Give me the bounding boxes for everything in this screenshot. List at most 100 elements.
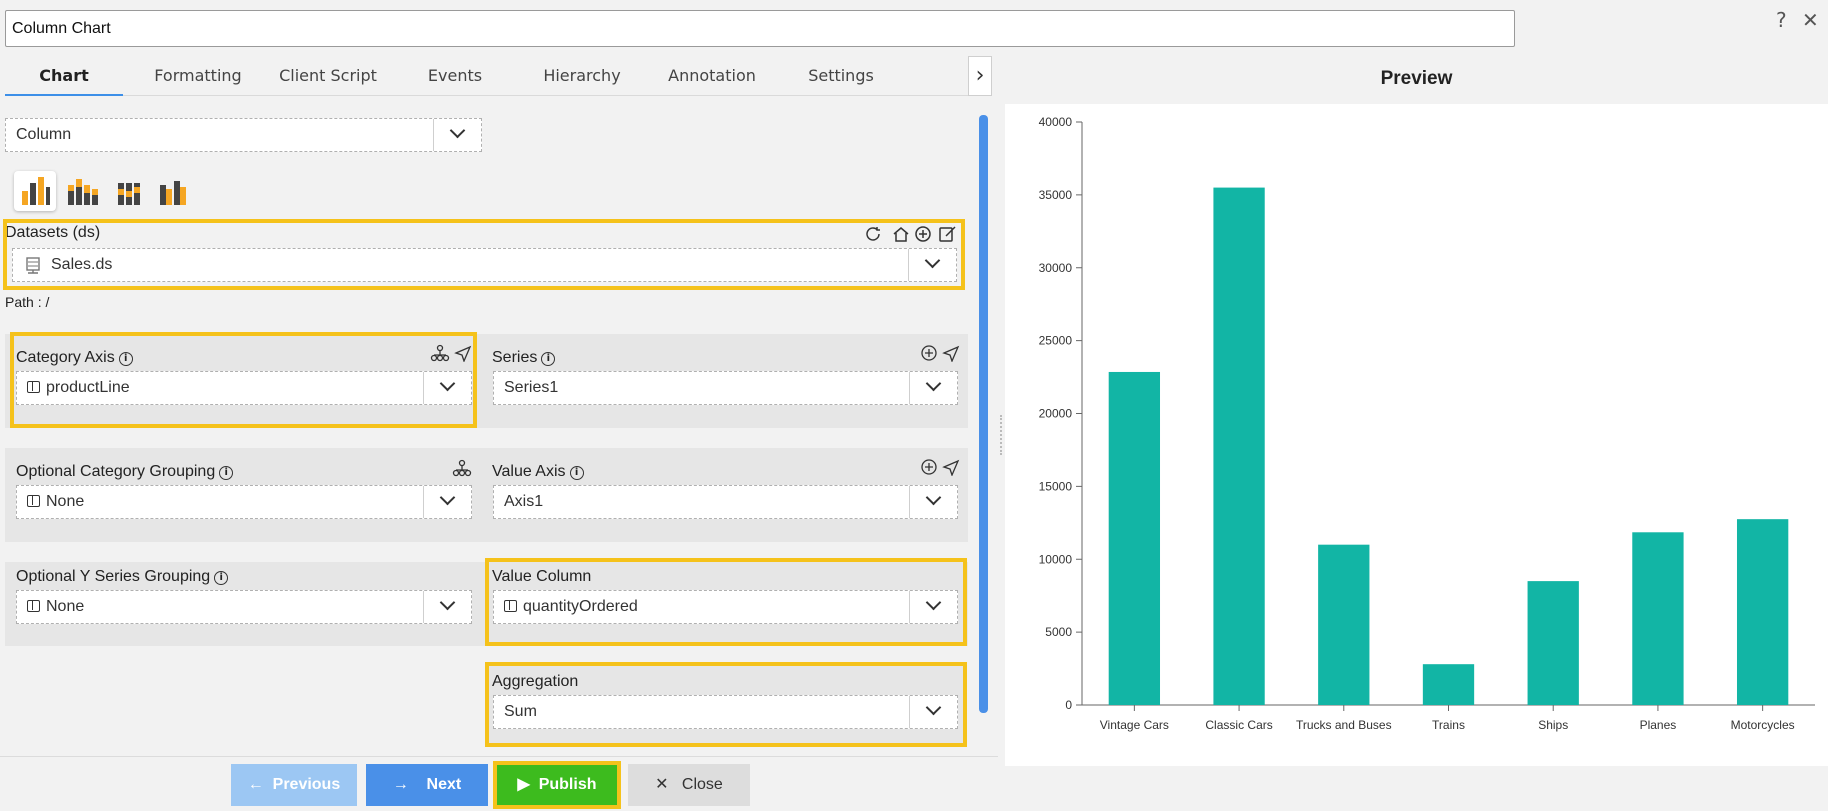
publish-button[interactable]: ▶ Publish — [496, 764, 618, 806]
previous-button[interactable]: ← Previous — [231, 764, 357, 806]
splitter-handle[interactable] — [1000, 415, 1004, 455]
y-tick-label: 0 — [1065, 698, 1072, 712]
arrow-right-icon: → — [392, 776, 427, 793]
x-tick-label: Vintage Cars — [1100, 718, 1169, 732]
tab-annotation[interactable]: Annotation — [668, 66, 756, 85]
optional-y-series-grouping-label: Optional Y Series Grouping i — [16, 568, 229, 586]
series-select[interactable]: Series1 — [493, 371, 958, 405]
tab-client-script[interactable]: Client Script — [279, 66, 377, 85]
close-icon[interactable]: ✕ — [1802, 8, 1819, 32]
hierarchy-icon[interactable] — [452, 459, 472, 477]
category-axis-tools — [430, 344, 474, 363]
y-tick-label: 35000 — [1039, 188, 1073, 202]
column-icon — [27, 381, 40, 393]
x-tick-label: Planes — [1640, 718, 1677, 732]
y-tick-label: 5000 — [1045, 625, 1072, 639]
dataset-select[interactable]: Sales.ds — [12, 248, 957, 282]
column-clustered-icon[interactable] — [14, 171, 56, 211]
category-axis-select[interactable]: productLine — [16, 371, 472, 405]
aggregation-value: Sum — [504, 703, 537, 720]
footer-divider — [0, 756, 998, 757]
value-column-value: quantityOrdered — [523, 598, 638, 615]
aggregation-label: Aggregation — [492, 673, 579, 690]
value-column-label: Value Column — [492, 568, 592, 585]
value-axis-select[interactable]: Axis1 — [493, 485, 958, 519]
bar-classic-cars — [1213, 187, 1265, 705]
dataset-path: Path : / — [5, 294, 50, 310]
column-icon — [27, 495, 40, 507]
tab-formatting[interactable]: Formatting — [154, 66, 242, 85]
tab-hierarchy[interactable]: Hierarchy — [543, 66, 621, 85]
add-circle-icon — [915, 226, 931, 242]
info-icon: i — [214, 571, 229, 585]
bar-ships — [1527, 581, 1579, 705]
x-tick-label: Trains — [1432, 718, 1465, 732]
database-icon — [25, 257, 41, 279]
optional-category-grouping-label: Optional Category Grouping i — [16, 463, 234, 481]
close-icon: ✕ — [655, 776, 682, 793]
bar-planes — [1632, 532, 1684, 705]
y-tick-label: 30000 — [1039, 261, 1073, 275]
value-column-select[interactable]: quantityOrdered — [493, 590, 958, 624]
optional-y-series-grouping-select[interactable]: None — [16, 590, 472, 624]
preview-chart: 0 5000 10000 15000 20000 25000 30000 35000 40000… — [1005, 104, 1828, 766]
chevron-down-icon[interactable] — [909, 591, 957, 623]
chevron-down-icon[interactable] — [433, 119, 481, 151]
info-icon: i — [118, 352, 133, 366]
info-icon: i — [541, 352, 556, 366]
tab-bar: Chart Formatting Client Script Events Hi… — [5, 56, 992, 96]
refresh-icon — [866, 227, 880, 241]
column-stacked-icon[interactable] — [62, 171, 102, 211]
help-icon[interactable]: ? — [1776, 8, 1787, 32]
chevron-down-icon[interactable] — [423, 591, 471, 623]
series-value: Series1 — [504, 379, 559, 396]
optional-category-grouping-select[interactable]: None — [16, 485, 472, 519]
aggregation-select[interactable]: Sum — [493, 695, 958, 729]
navigate-icon — [942, 459, 960, 477]
tab-scroll-right-button[interactable]: › — [968, 56, 992, 96]
dataset-value: Sales.ds — [51, 256, 113, 273]
info-icon: i — [219, 466, 234, 480]
close-button[interactable]: ✕ Close — [628, 764, 750, 806]
next-button[interactable]: → Next — [366, 764, 488, 806]
aggregation-highlight — [485, 662, 967, 747]
bar-motorcycles — [1736, 519, 1789, 705]
bar-vintage-cars — [1108, 371, 1161, 705]
value-axis-tools — [920, 458, 964, 477]
column-percent-stacked-icon[interactable] — [108, 171, 148, 211]
y-tick-label: 20000 — [1039, 407, 1073, 421]
chevron-down-icon[interactable] — [908, 249, 956, 281]
navigate-icon — [454, 345, 472, 363]
value-column-highlight — [485, 558, 967, 646]
x-tick-label: Motorcycles — [1731, 718, 1795, 732]
tab-settings[interactable]: Settings — [808, 66, 874, 85]
series-tools — [920, 344, 964, 363]
home-icon — [893, 227, 909, 242]
column-icon — [504, 600, 517, 612]
datasets-label: Datasets (ds) — [5, 224, 101, 241]
chart-title-input[interactable]: Column Chart — [5, 10, 1515, 47]
chevron-down-icon[interactable] — [909, 696, 957, 728]
optional-category-grouping-value: None — [46, 493, 85, 510]
info-icon: i — [569, 466, 584, 480]
chart-type-select[interactable]: Column — [5, 118, 482, 152]
play-icon: ▶ — [517, 776, 539, 793]
category-axis-highlight — [10, 332, 477, 428]
value-axis-label: Value Axis i — [492, 463, 584, 481]
column-chart: 0 5000 10000 15000 20000 25000 30000 35000 40000… — [1039, 115, 1815, 732]
bar-trucks-and-buses — [1318, 544, 1370, 705]
optional-y-series-grouping-value: None — [46, 598, 85, 615]
chevron-down-icon[interactable] — [423, 372, 471, 404]
chevron-down-icon[interactable] — [909, 486, 957, 518]
tab-events[interactable]: Events — [427, 66, 483, 85]
chevron-down-icon[interactable] — [909, 372, 957, 404]
publish-highlight — [493, 761, 621, 809]
tab-chart[interactable]: Chart — [5, 56, 123, 96]
dataset-highlight — [3, 219, 965, 290]
column-overlap-icon[interactable] — [154, 171, 194, 211]
form-scrollbar[interactable] — [979, 115, 988, 713]
category-axis-value: productLine — [46, 379, 130, 396]
chevron-down-icon[interactable] — [423, 486, 471, 518]
y-tick-label: 15000 — [1039, 479, 1073, 493]
x-tick-label: Classic Cars — [1205, 718, 1272, 732]
